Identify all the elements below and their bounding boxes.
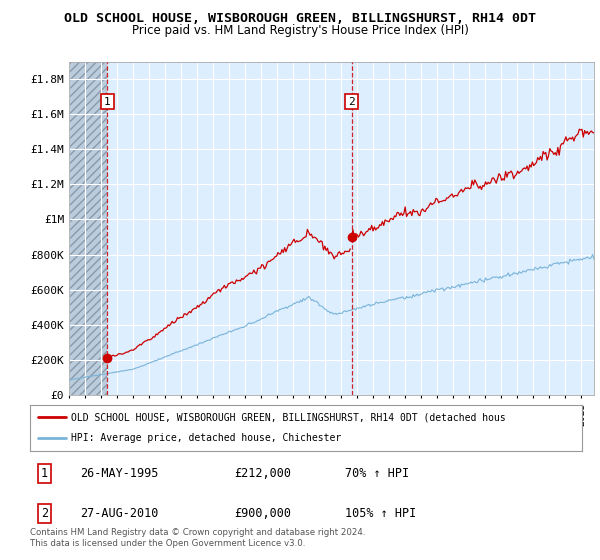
Text: 1: 1 — [41, 467, 48, 480]
Text: 2: 2 — [41, 507, 48, 520]
Text: 2: 2 — [348, 96, 355, 106]
Text: Price paid vs. HM Land Registry's House Price Index (HPI): Price paid vs. HM Land Registry's House … — [131, 24, 469, 37]
Text: OLD SCHOOL HOUSE, WISBOROUGH GREEN, BILLINGSHURST, RH14 0DT (detached hous: OLD SCHOOL HOUSE, WISBOROUGH GREEN, BILL… — [71, 412, 506, 422]
Text: Contains HM Land Registry data © Crown copyright and database right 2024.
This d: Contains HM Land Registry data © Crown c… — [30, 528, 365, 548]
Text: 70% ↑ HPI: 70% ↑ HPI — [344, 467, 409, 480]
Bar — [69, 62, 107, 395]
Text: 26-MAY-1995: 26-MAY-1995 — [80, 467, 158, 480]
Text: £212,000: £212,000 — [234, 467, 291, 480]
Text: 1: 1 — [104, 96, 111, 106]
Text: 105% ↑ HPI: 105% ↑ HPI — [344, 507, 416, 520]
Text: OLD SCHOOL HOUSE, WISBOROUGH GREEN, BILLINGSHURST, RH14 0DT: OLD SCHOOL HOUSE, WISBOROUGH GREEN, BILL… — [64, 12, 536, 25]
Text: £900,000: £900,000 — [234, 507, 291, 520]
Text: HPI: Average price, detached house, Chichester: HPI: Average price, detached house, Chic… — [71, 433, 341, 444]
Text: 27-AUG-2010: 27-AUG-2010 — [80, 507, 158, 520]
